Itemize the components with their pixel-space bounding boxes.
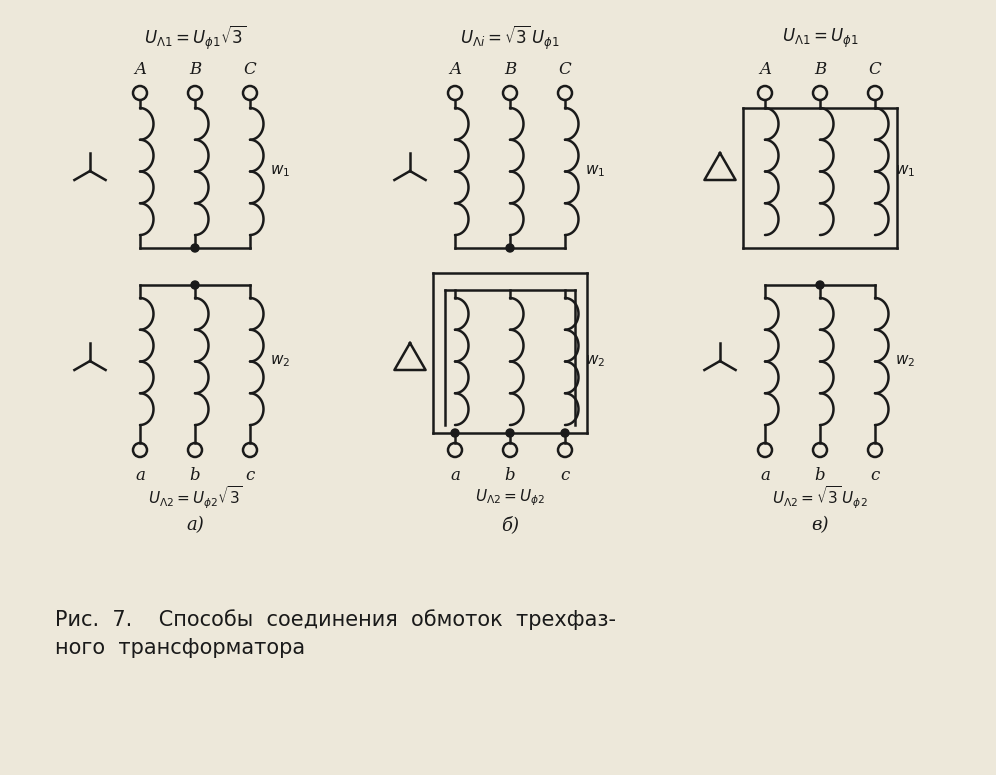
Circle shape xyxy=(191,244,199,252)
Text: A: A xyxy=(134,61,146,78)
Text: $U_{\Lambda2} = \sqrt{3}\, U_{\phi2}$: $U_{\Lambda2} = \sqrt{3}\, U_{\phi2}$ xyxy=(772,484,868,512)
Text: $w_2$: $w_2$ xyxy=(895,353,915,369)
Text: $w_2$: $w_2$ xyxy=(270,353,290,369)
Text: а): а) xyxy=(186,516,204,534)
Text: $U_{\Lambda2} = U_{\phi2}\sqrt{3}$: $U_{\Lambda2} = U_{\phi2}\sqrt{3}$ xyxy=(147,484,242,512)
Text: b: b xyxy=(505,467,515,484)
Text: C: C xyxy=(869,61,881,78)
Circle shape xyxy=(561,429,569,437)
Text: ного  трансформатора: ного трансформатора xyxy=(55,638,305,658)
Text: б): б) xyxy=(501,516,519,534)
Text: C: C xyxy=(559,61,572,78)
Text: $w_1$: $w_1$ xyxy=(270,164,290,179)
Text: A: A xyxy=(449,61,461,78)
Circle shape xyxy=(816,281,824,289)
Text: B: B xyxy=(189,61,201,78)
Circle shape xyxy=(451,429,459,437)
Text: $U_{\Lambda2} = U_{\phi2}$: $U_{\Lambda2} = U_{\phi2}$ xyxy=(475,487,545,508)
Text: $U_{\Lambda1} = U_{\phi1}$: $U_{\Lambda1} = U_{\phi1}$ xyxy=(782,26,859,50)
Text: a: a xyxy=(760,467,770,484)
Text: $w_1$: $w_1$ xyxy=(585,164,606,179)
Circle shape xyxy=(506,244,514,252)
Text: a: a xyxy=(135,467,145,484)
Text: c: c xyxy=(871,467,879,484)
Text: b: b xyxy=(189,467,200,484)
Text: в): в) xyxy=(812,516,829,534)
Text: A: A xyxy=(759,61,771,78)
Text: a: a xyxy=(450,467,460,484)
Text: B: B xyxy=(814,61,826,78)
Text: $U_{\Lambda i} = \sqrt{3}\, U_{\phi1}$: $U_{\Lambda i} = \sqrt{3}\, U_{\phi1}$ xyxy=(460,24,560,52)
Text: $w_1$: $w_1$ xyxy=(895,164,915,179)
Text: B: B xyxy=(504,61,516,78)
Circle shape xyxy=(191,281,199,289)
Text: Рис.  7.    Способы  соединения  обмоток  трехфаз-: Рис. 7. Способы соединения обмоток трехф… xyxy=(55,610,616,630)
Text: $U_{\Lambda1} = U_{\phi1}\sqrt{3}$: $U_{\Lambda1} = U_{\phi1}\sqrt{3}$ xyxy=(143,24,246,52)
Text: c: c xyxy=(561,467,570,484)
Text: C: C xyxy=(244,61,256,78)
Text: c: c xyxy=(245,467,255,484)
Text: $w_2$: $w_2$ xyxy=(585,353,606,369)
Text: b: b xyxy=(815,467,826,484)
Circle shape xyxy=(506,429,514,437)
